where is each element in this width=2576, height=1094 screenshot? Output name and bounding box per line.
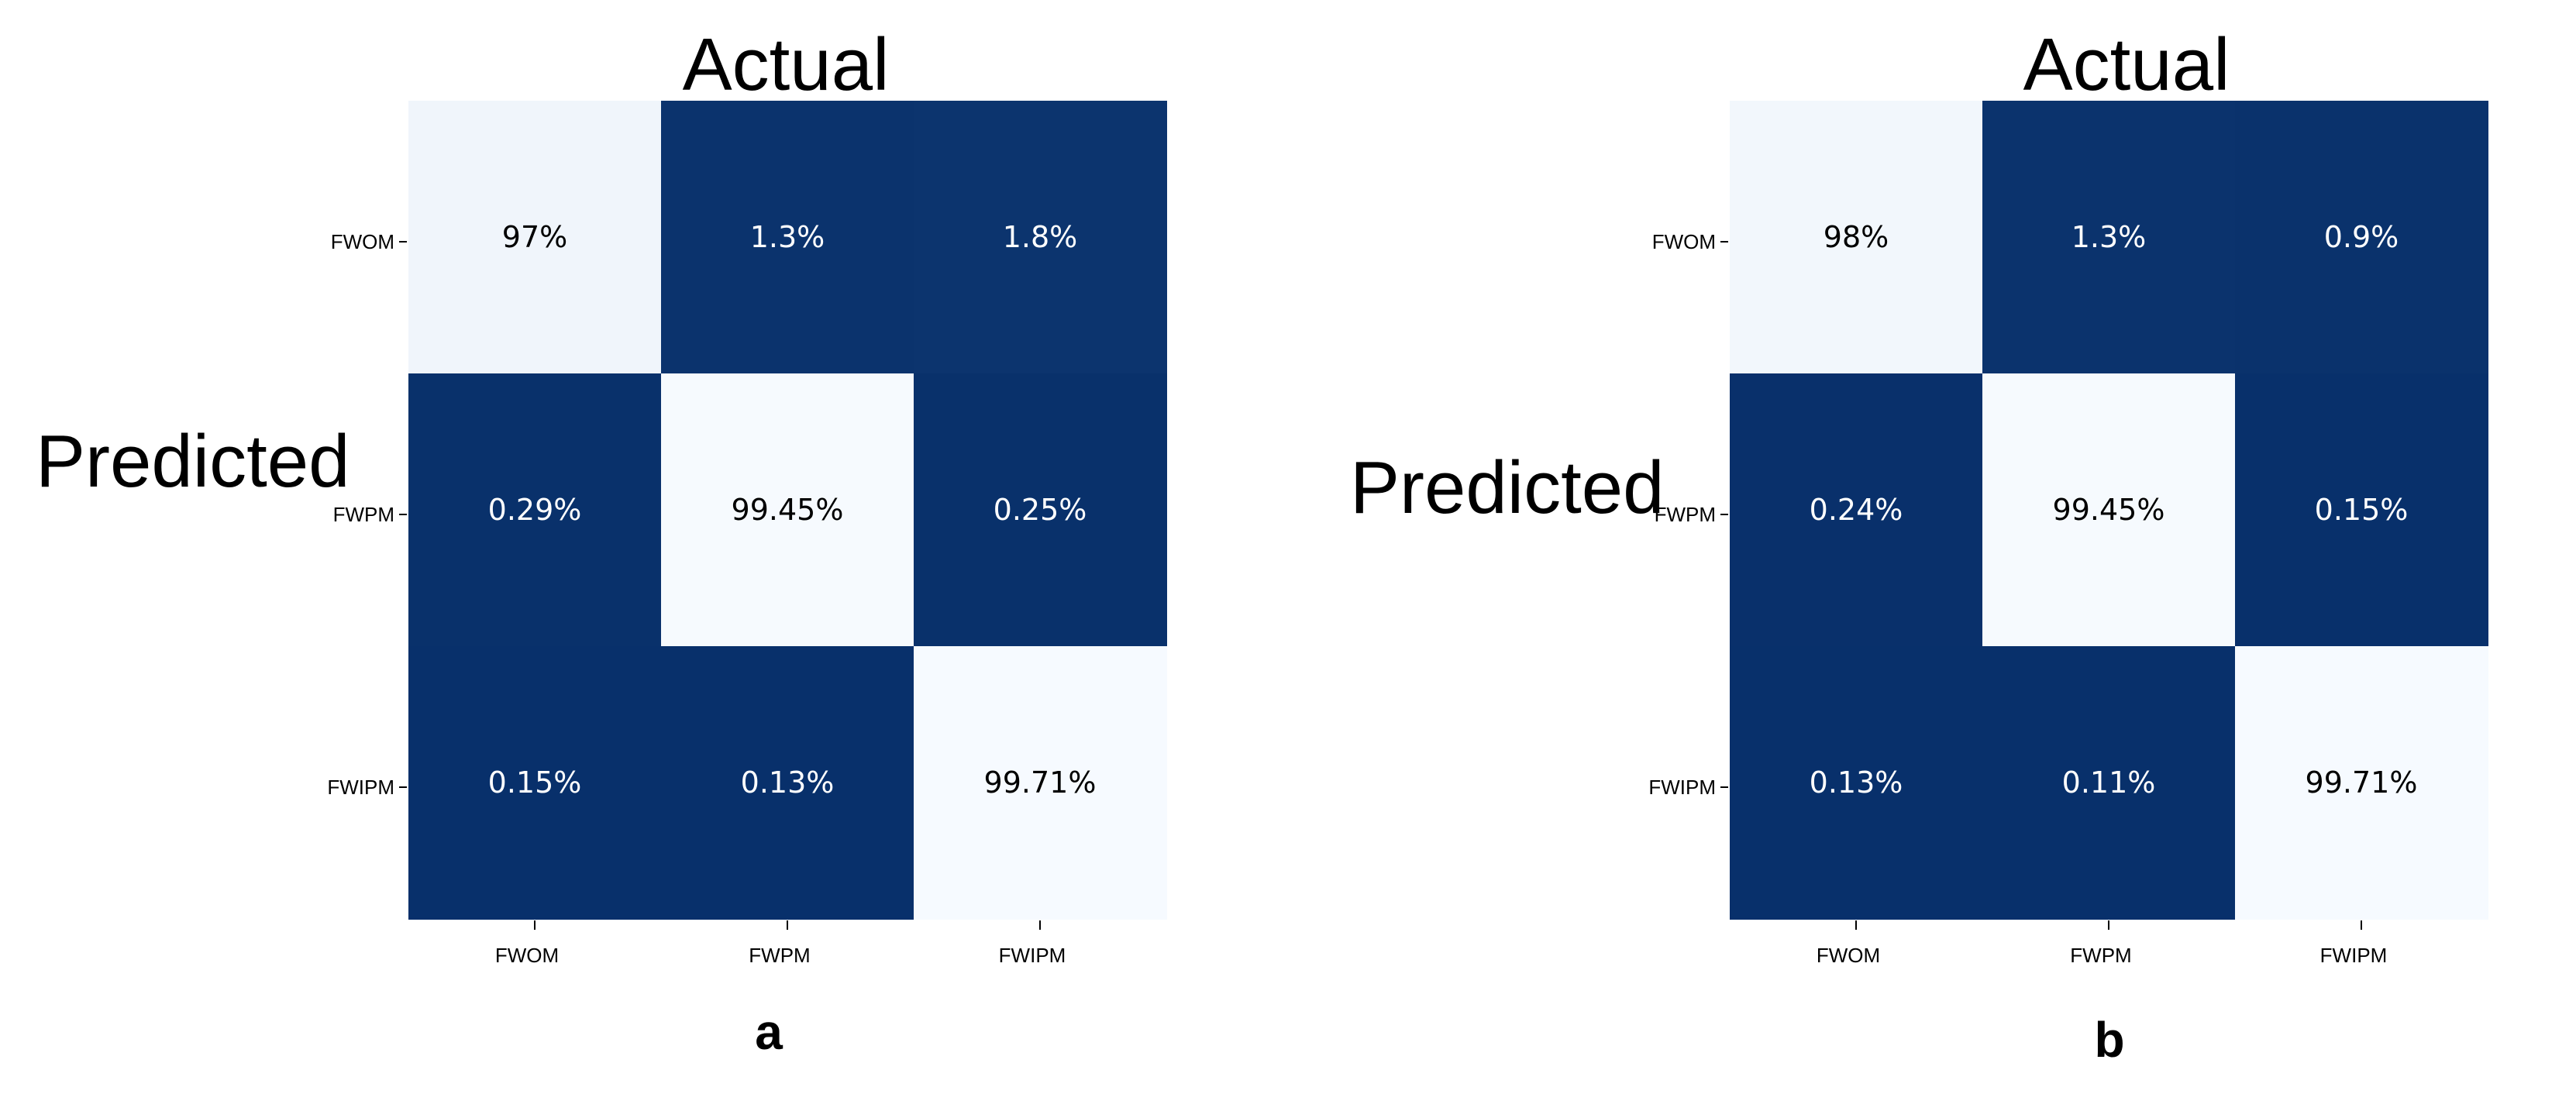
x-tick-label: FWIPM [2320,944,2388,967]
cell-value-label: 1.3% [2071,220,2147,254]
y-tick-label: FWOM [1652,230,1716,253]
heatmap-a: 97% 1.3% 1.8% 0.29% 99.45% 0.25% 0.15% 0.13% 99.… [327,101,1167,967]
panel-label: b [2094,1012,2125,1068]
x-tick-label: FWOM [495,944,559,967]
x-tick-label: FWOM [1817,944,1880,967]
heatmap-cell-r0-c1 [1982,101,2236,374]
heatmap-cell-r0-c1 [661,101,914,374]
heatmap-cell-r1-c0 [408,373,662,647]
heatmap-cell-r2-c0 [408,646,662,920]
cell-value-label: 0.29% [488,493,582,527]
cell-value-label: 99.71% [984,765,1097,800]
cell-value-label: 99.71% [2306,765,2418,800]
y-tick-label: FWIPM [1648,776,1716,799]
heatmap-cell-r1-c1 [661,373,914,647]
heatmap-cell-r0-c2 [2235,101,2488,374]
cell-value-label: 0.13% [741,765,835,800]
cell-value-label: 97% [502,220,567,254]
cell-value-label: 1.8% [1003,220,1078,254]
cell-value-label: 99.45% [2053,493,2165,527]
x-tick-label: FWPM [2070,944,2131,967]
confusion-matrix-panel-a: Actual Predicted 97% 1.3% 1.8% 0.29% 99.45% 0… [36,23,1167,1060]
heatmap-b: 98% 1.3% 0.9% 0.24% 99.45% 0.15% 0.13% 0.11% 99.… [1648,101,2488,967]
cell-value-label: 0.25% [994,493,1087,527]
cells: 98% 1.3% 0.9% 0.24% 99.45% 0.15% 0.13% 0.11% 99.… [1730,101,2488,920]
heatmap-cell-r1-c0 [1730,373,1983,647]
heatmap-cell-r0-c0 [1730,101,1983,374]
y-axis-title: Predicted [36,420,350,503]
heatmap-cell-r1-c1 [1982,373,2236,647]
heatmap-cell-r2-c0 [1730,646,1983,920]
cell-value-label: 98% [1824,220,1889,254]
x-axis-title: Actual [682,23,890,106]
cell-value-label: 0.24% [1810,493,1903,527]
cell-value-label: 99.45% [732,493,844,527]
heatmap-cell-r0-c0 [408,101,662,374]
heatmap-cell-r2-c2 [914,646,1167,920]
cell-value-label: 0.13% [1810,765,1903,800]
panel-label: a [755,1004,783,1060]
y-tick-label: FWIPM [327,776,394,799]
heatmap-cell-r2-c1 [661,646,914,920]
y-tick-label: FWPM [333,503,394,526]
heatmap-cell-r1-c2 [914,373,1167,647]
y-tick-label: FWOM [331,230,394,253]
heatmap-cell-r1-c2 [2235,373,2488,647]
cell-value-label: 0.11% [2062,765,2156,800]
x-axis-title: Actual [2023,23,2230,106]
cells: 97% 1.3% 1.8% 0.29% 99.45% 0.25% 0.15% 0.13% 99.… [408,101,1167,920]
cell-value-label: 0.15% [2315,493,2409,527]
cell-value-label: 0.9% [2324,220,2399,254]
heatmap-cell-r2-c1 [1982,646,2236,920]
y-axis-title: Predicted [1350,446,1665,529]
heatmap-cell-r2-c2 [2235,646,2488,920]
cell-value-label: 0.15% [488,765,582,800]
x-tick-label: FWPM [749,944,810,967]
cell-value-label: 1.3% [750,220,825,254]
confusion-matrix-panel-b: Actual Predicted 98% 1.3% 0.9% 0.24% 99.45% 0… [1317,0,2576,1094]
y-tick-label: FWPM [1655,503,1716,526]
heatmap-cell-r0-c2 [914,101,1167,374]
x-tick-label: FWIPM [999,944,1066,967]
